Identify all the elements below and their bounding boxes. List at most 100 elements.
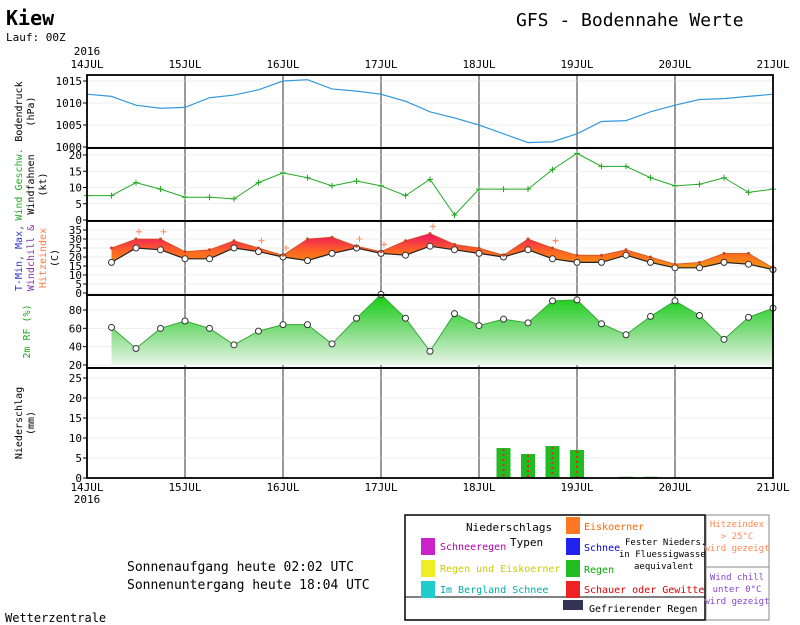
wind-point <box>280 169 286 176</box>
x-tick-top-16JUL: 16JUL <box>266 58 299 71</box>
temp-max-point <box>330 235 334 239</box>
temp-min-point <box>108 258 115 266</box>
temp-min-point <box>328 249 336 257</box>
x-tick-top-18JUL: 18JUL <box>462 58 495 71</box>
temp-max-point <box>477 246 481 250</box>
heat-note-3: wird gezeigt <box>704 544 769 554</box>
temp-min-point <box>157 246 164 254</box>
chart-title: GFS - Bodennahe Werte <box>516 10 744 31</box>
x-tick-bottom-21JUL: 21JUL <box>756 481 789 494</box>
y-tick-precipitation: 0 <box>75 472 82 485</box>
legend-label-7: Gefrierender Regen <box>589 604 697 615</box>
humidity-point <box>598 320 605 328</box>
legend-swatch-7 <box>563 600 583 610</box>
humidity-point <box>696 312 703 319</box>
heat-index-marker <box>356 236 363 242</box>
y-tick-temperature: 15 <box>69 260 82 273</box>
heat-note-2: > 25°C <box>721 532 754 542</box>
y-tick-precipitation: 15 <box>69 412 82 425</box>
legend-swatch-5 <box>566 560 580 577</box>
temp-max-point <box>110 246 113 250</box>
legend-title-2: Typen <box>510 536 543 549</box>
x-tick-top-21JUL: 21JUL <box>756 58 789 71</box>
legend-label-5: Regen <box>584 565 614 576</box>
temp-max-point <box>208 248 211 252</box>
panel-border-precipitation <box>86 367 774 479</box>
ylabel-temperature: Hitzeindex <box>38 228 49 288</box>
humidity-point <box>279 321 287 329</box>
wind-point <box>451 212 458 219</box>
heat-index-marker <box>283 245 289 251</box>
temp-max-point <box>257 246 260 250</box>
humidity-point <box>720 335 728 343</box>
heat-index-marker <box>160 228 167 235</box>
x-tick-bottom-18JUL: 18JUL <box>462 481 495 494</box>
temp-max-point <box>453 242 456 246</box>
sunset-text: Sonnenuntergang heute 18:04 UTC <box>127 578 370 593</box>
legend-note-2: in Fluessigwasser <box>619 550 712 560</box>
wind-point <box>549 166 556 173</box>
panel-humidity: 20 40 60 80 2m RF (%) <box>22 290 777 372</box>
ylabel-wind: Wind Geschw. <box>14 148 25 220</box>
chill-note-1: Wind chill <box>710 573 764 583</box>
temp-min-point <box>549 255 556 263</box>
wind-chill-note: Wind chill unter 0°C wird gezeigt <box>704 566 770 621</box>
y-tick-humidity: 20 <box>69 359 82 372</box>
y-tick-temperature: 10 <box>69 269 82 282</box>
humidity-point <box>745 313 752 321</box>
wind-point <box>598 163 605 170</box>
x-tick-bottom-15JUL: 15JUL <box>168 481 201 494</box>
legend-swatch-1 <box>421 560 435 577</box>
humidity-point <box>206 324 213 332</box>
y-tick-wind: 10 <box>69 182 82 195</box>
run-label: Lauf: 00Z <box>6 31 66 44</box>
legend-note-1: Fester Nieders. <box>625 538 706 548</box>
temp-min-point <box>402 251 409 259</box>
ylabel-pressure: Bodendruck <box>14 81 25 141</box>
wind-point <box>525 186 531 193</box>
wind-point <box>206 194 213 201</box>
humidity-point <box>500 315 507 323</box>
temp-min-point <box>745 260 752 268</box>
y-tick-wind: 5 <box>75 198 82 211</box>
heat-note-1: Hitzeindex <box>710 520 765 530</box>
wind-point <box>476 186 482 193</box>
wind-point <box>623 163 629 170</box>
humidity-point <box>328 340 336 348</box>
wind-line <box>87 152 774 216</box>
legend-swatch-3 <box>566 517 580 534</box>
sunrise-text: Sonnenaufgang heute 02:02 UTC <box>127 560 354 575</box>
y-tick-pressure: 1015 <box>56 75 83 88</box>
panel-precipitation: 0 5 10 15 20 25 Niederschlag (mm) <box>14 367 774 485</box>
panel-pressure: 1000 1005 1010 1015 Bodendruck (hPa) <box>14 74 774 154</box>
temp-max-point <box>428 232 432 236</box>
heat-index-marker <box>430 223 436 230</box>
legend-label-0: Schneeregen <box>440 542 506 553</box>
wind-point <box>353 178 360 184</box>
ylabel-humidity: 2m RF (%) <box>22 304 33 358</box>
temp-max-point <box>722 251 726 255</box>
heat-index-marker <box>136 228 142 235</box>
humidity-point <box>157 324 164 332</box>
humidity-area <box>111 294 773 365</box>
ylabel-wind: (kt) <box>38 172 49 196</box>
legend-label-1: Regen und Eiskoerner <box>440 564 560 575</box>
temp-max-point <box>649 255 652 259</box>
y-tick-pressure: 1005 <box>56 119 83 132</box>
temp-max-point <box>624 248 628 252</box>
temp-min-point <box>696 264 703 272</box>
x-tick-bottom-16JUL: 16JUL <box>266 481 299 494</box>
temp-max-point <box>526 237 530 241</box>
wind-point <box>255 179 262 186</box>
ylabel-wind: Windfahnen <box>26 154 37 214</box>
y-tick-wind: 15 <box>69 165 82 178</box>
wind-point <box>304 174 311 181</box>
temp-min-point <box>524 246 532 254</box>
heat-index-marker <box>381 241 387 248</box>
y-tick-precipitation: 20 <box>69 392 82 405</box>
temp-max-point <box>698 260 701 264</box>
temp-max-point <box>281 253 285 257</box>
humidity-point <box>255 327 262 335</box>
humidity-point <box>426 347 434 355</box>
heat-index-marker <box>552 237 559 244</box>
